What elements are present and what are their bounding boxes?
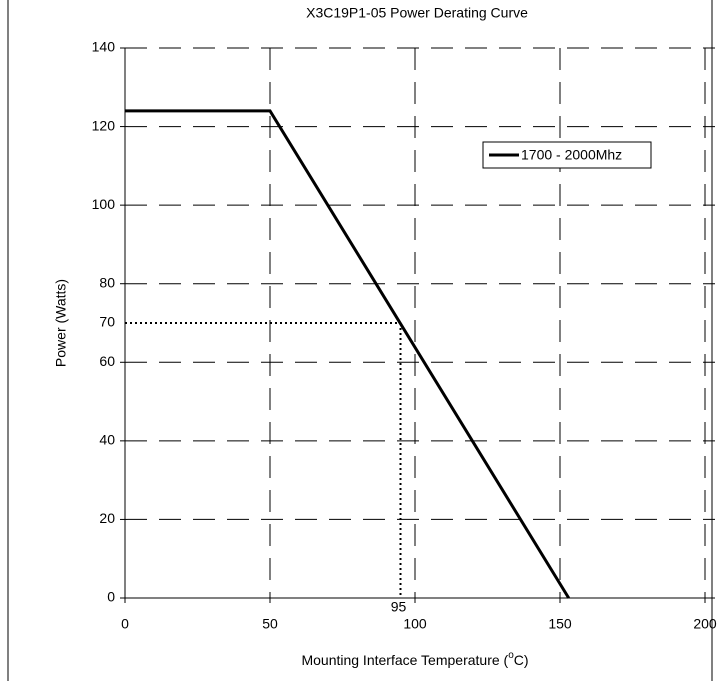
y-tick-label: 40 (99, 432, 115, 448)
x-axis-title: Mounting Interface Temperature (oC) (301, 650, 528, 668)
x-tick-label: 0 (121, 616, 129, 632)
x-tick-label: 100 (403, 616, 427, 632)
x-tick-label: 200 (693, 616, 717, 632)
data-line (125, 109, 570, 599)
y-tick-label: 80 (99, 274, 115, 290)
y-axis-title: Power (Watts) (53, 279, 69, 367)
legend-label: 1700 - 2000Mhz (521, 147, 622, 163)
x-tick-label: 150 (548, 616, 572, 632)
y-tick-label: 20 (99, 510, 115, 526)
y-tick-label: 100 (92, 196, 116, 212)
x-tick-label: 50 (262, 616, 278, 632)
marker-y-label: 70 (99, 314, 115, 330)
chart-title: X3C19P1-05 Power Derating Curve (306, 5, 528, 21)
y-tick-label: 0 (107, 589, 115, 605)
y-tick-label: 60 (99, 353, 115, 369)
y-tick-label: 120 (92, 117, 116, 133)
y-tick-label: 140 (92, 39, 116, 55)
marker-x-label: 95 (391, 599, 407, 615)
